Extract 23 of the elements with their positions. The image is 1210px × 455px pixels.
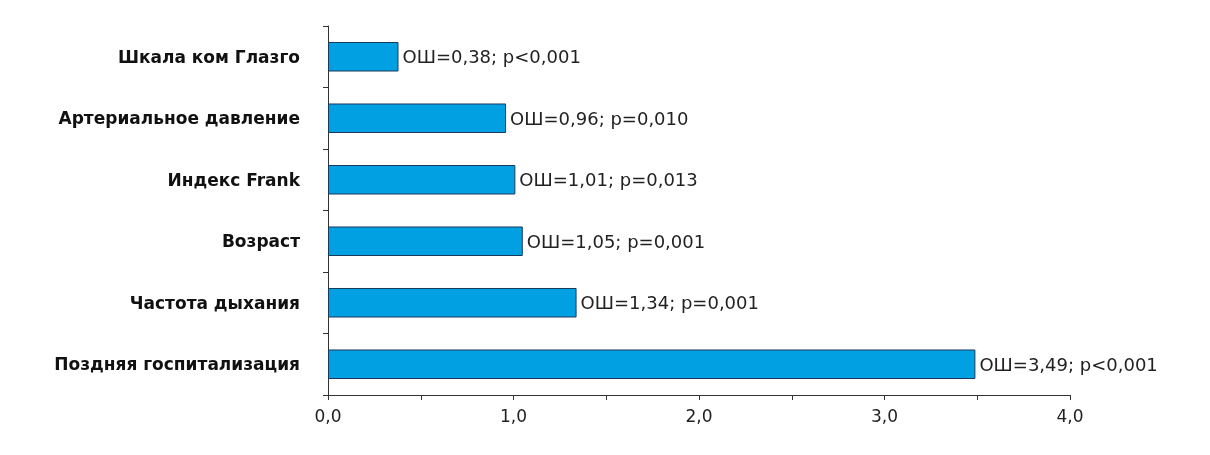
y-tick-label: Возраст bbox=[221, 231, 301, 252]
x-tick-label: 3,0 bbox=[870, 405, 899, 426]
y-tick-label: Частота дыхания bbox=[129, 292, 300, 313]
data-label: ОШ=0,38; p<0,001 bbox=[402, 46, 581, 68]
x-tick-label: 2,0 bbox=[685, 405, 713, 426]
data-label: ОШ=1,34; p=0,001 bbox=[580, 292, 759, 314]
x-tick-label: 4,0 bbox=[1056, 405, 1084, 426]
data-label: ОШ=1,01; p=0,013 bbox=[519, 169, 698, 191]
data-label: ОШ=3,49; p<0,001 bbox=[979, 353, 1158, 375]
y-tick-label: Артериальное давление bbox=[58, 108, 300, 129]
x-tick-label: 0,0 bbox=[314, 405, 342, 426]
bar bbox=[328, 287, 577, 318]
bar bbox=[328, 226, 523, 257]
bar bbox=[328, 41, 399, 72]
data-label: ОШ=1,05; p=0,001 bbox=[526, 230, 706, 252]
y-tick-label: Индекс Frank bbox=[167, 169, 301, 190]
bar bbox=[328, 164, 516, 195]
data-label: ОШ=0,96; p=0,010 bbox=[510, 107, 689, 129]
bar bbox=[328, 103, 507, 134]
y-tick-label: Поздняя госпитализация bbox=[54, 354, 300, 375]
bar bbox=[328, 349, 976, 380]
x-tick-label: 1,0 bbox=[499, 405, 528, 426]
y-tick-label: Шкала ком Глазго bbox=[117, 46, 300, 67]
